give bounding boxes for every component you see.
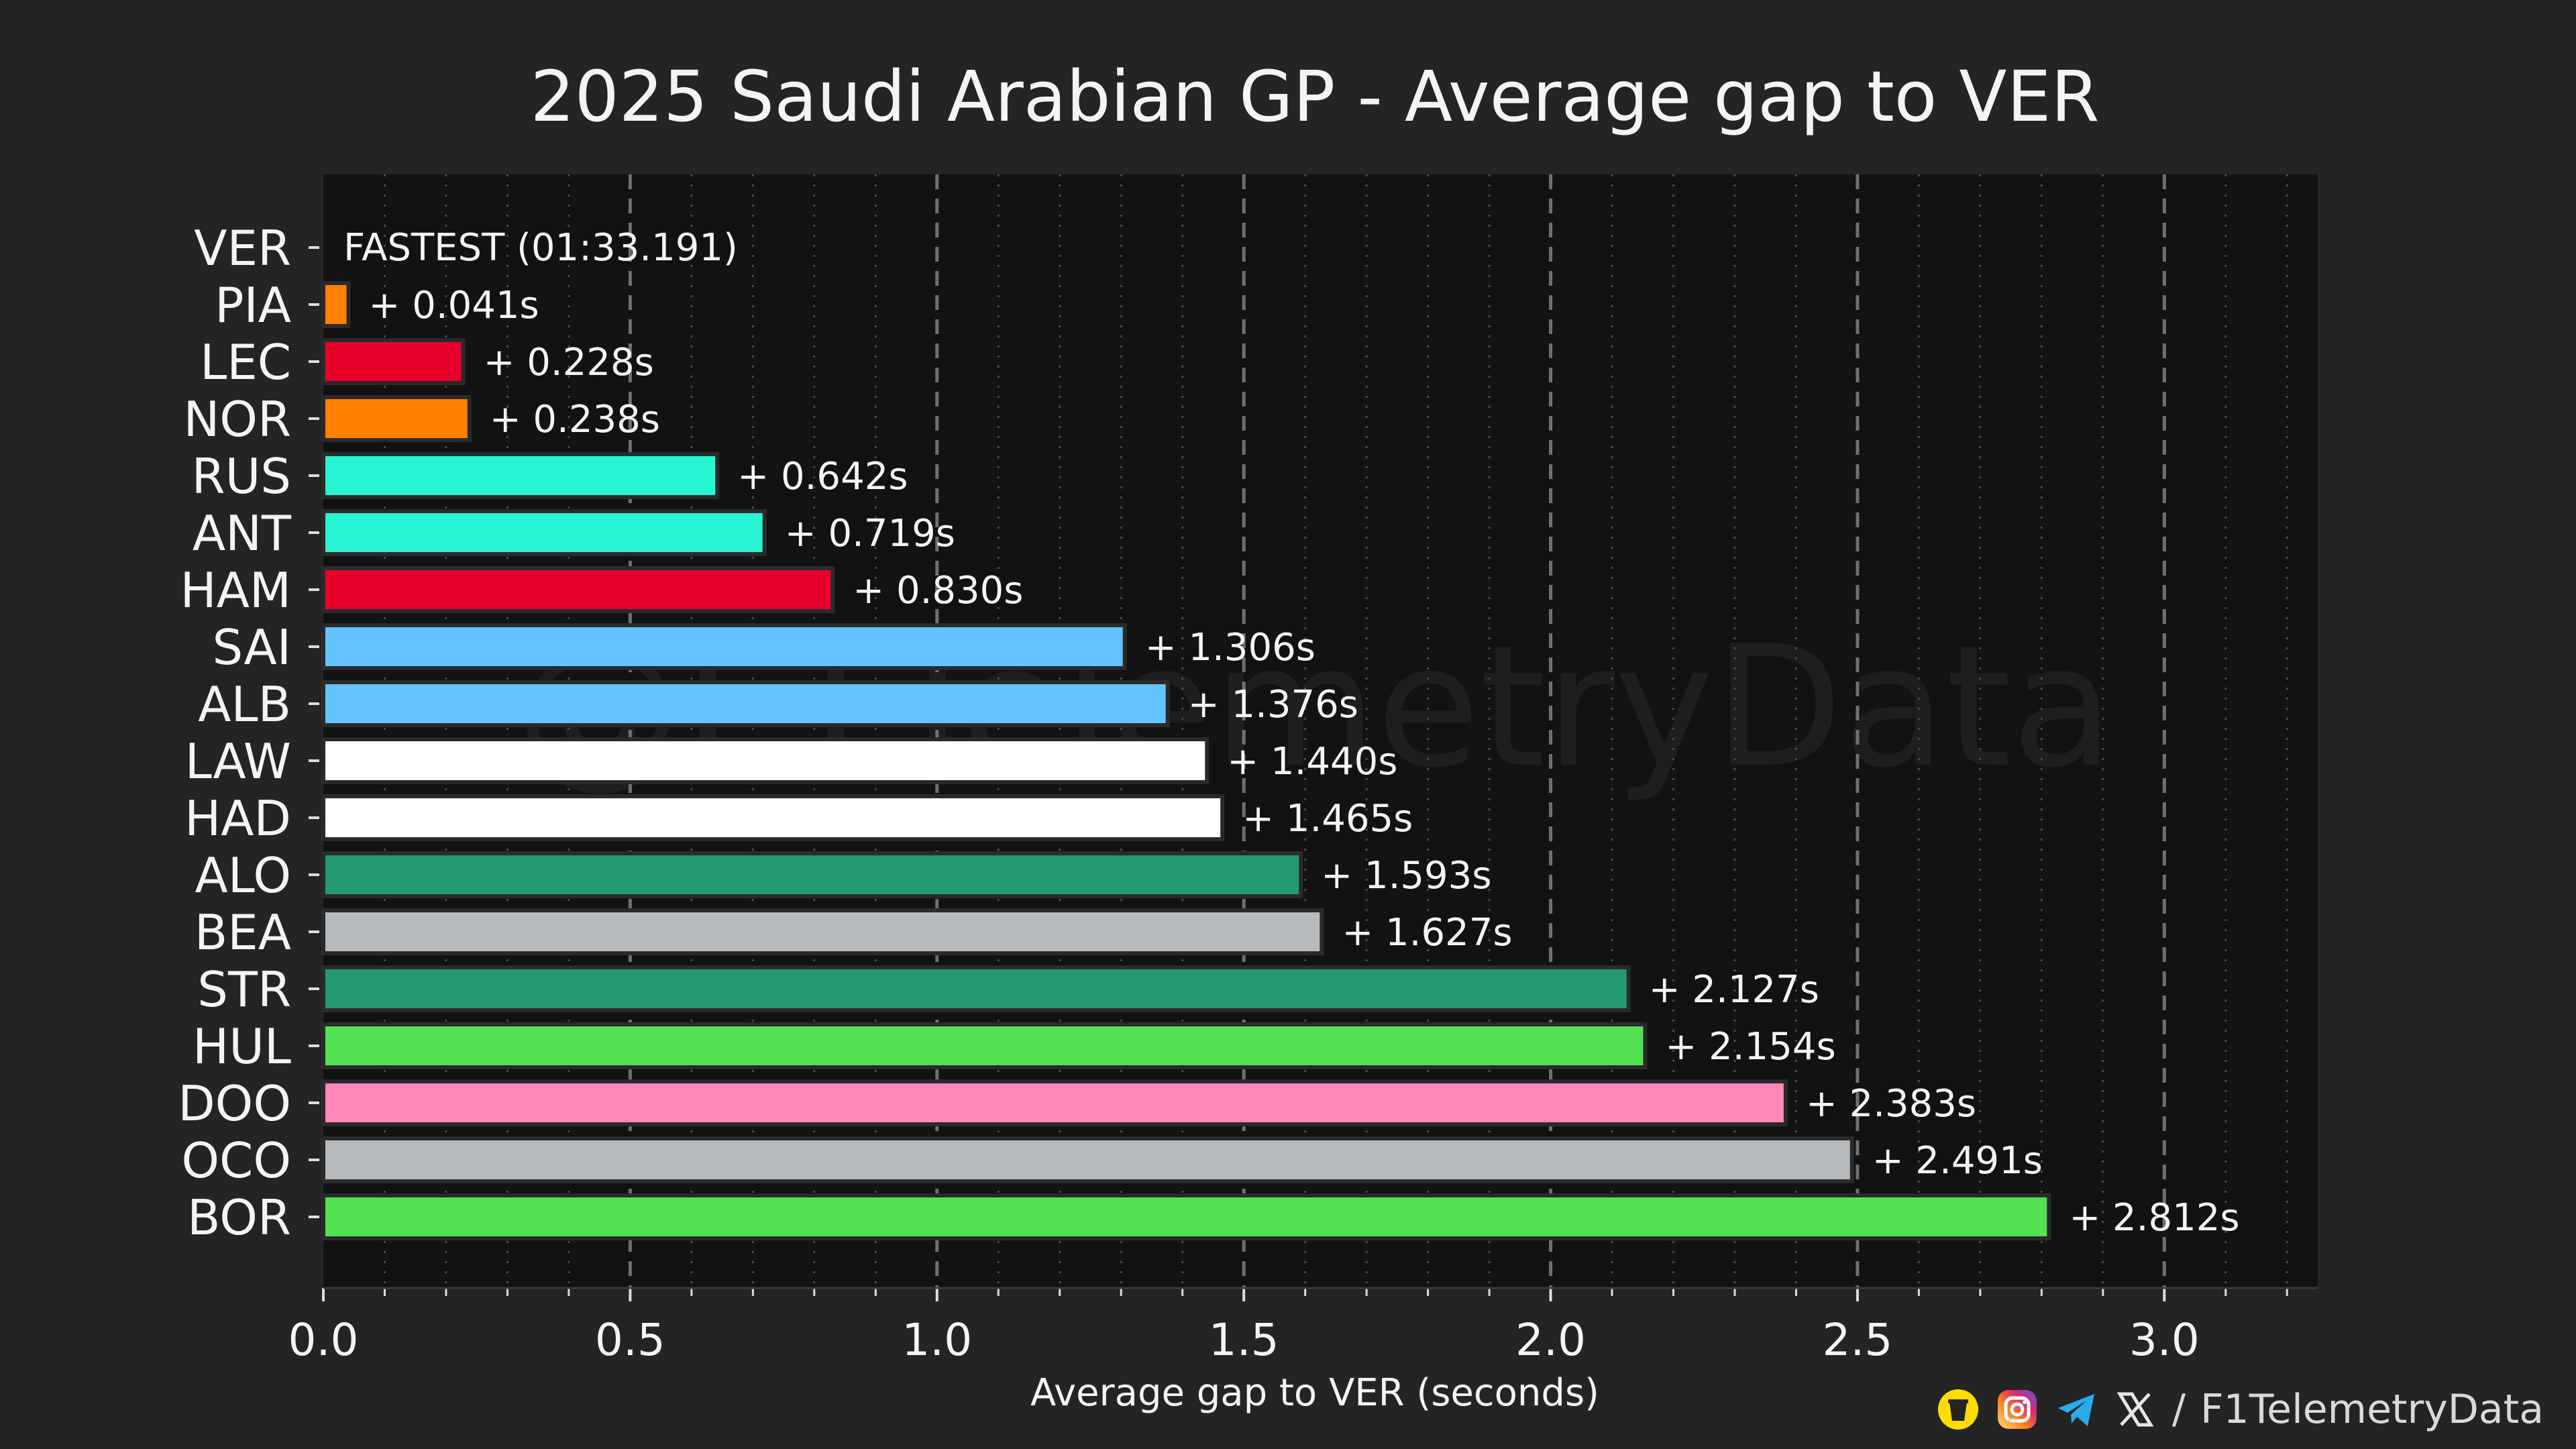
driver-label-str: STR	[197, 961, 291, 1018]
driver-label-ham: HAM	[180, 562, 291, 619]
footer-separator: /	[2171, 1386, 2186, 1433]
bar-had	[321, 794, 1225, 841]
value-label-bor: + 2.812s	[2069, 1196, 2239, 1240]
value-label-oco: + 2.491s	[1872, 1139, 2043, 1183]
x-axis-title: Average gap to VER (seconds)	[1030, 1371, 1599, 1415]
bar-law	[321, 737, 1210, 784]
driver-label-hul: HUL	[193, 1018, 291, 1075]
value-label-alb: + 1.376s	[1188, 683, 1358, 727]
value-label-ant: + 0.719s	[785, 512, 955, 555]
bar-str	[321, 965, 1631, 1012]
driver-label-lec: LEC	[200, 334, 291, 390]
axis-layer: 0.0 0.5 1.0 1.5 2.0 2.5 3.0	[288, 246, 2318, 1366]
telegram-icon[interactable]	[2054, 1387, 2098, 1432]
value-label-ham: + 0.830s	[853, 569, 1023, 612]
bar-alo	[321, 851, 1303, 898]
driver-label-rus: RUS	[192, 448, 291, 504]
bar-sai	[321, 623, 1127, 670]
bar-bor	[321, 1193, 2051, 1240]
driver-label-alo: ALO	[195, 847, 291, 904]
bar-ant	[321, 509, 767, 556]
value-label-lec: + 0.228s	[484, 341, 654, 384]
value-label-had: + 1.465s	[1242, 797, 1413, 841]
value-label-sai: + 1.306s	[1145, 626, 1316, 669]
driver-label-doo: DOO	[178, 1075, 291, 1132]
x-tick-label: 0.5	[595, 1314, 665, 1366]
driver-label-alb: ALB	[198, 676, 291, 733]
x-icon[interactable]	[2113, 1387, 2157, 1432]
value-label-hul: + 2.154s	[1665, 1025, 1835, 1069]
bar-rus	[321, 452, 720, 499]
x-tick-label: 1.5	[1209, 1314, 1279, 1366]
x-tick-label: 2.0	[1515, 1314, 1586, 1366]
x-tick-label: 3.0	[2129, 1314, 2200, 1366]
driver-label-ver: VER	[194, 220, 291, 276]
x-tick-label: 1.0	[902, 1314, 972, 1366]
value-label-law: + 1.440s	[1227, 740, 1397, 784]
bar-hul	[321, 1022, 1648, 1069]
bar-nor	[321, 395, 472, 442]
bars-layer	[321, 281, 2051, 1240]
buy-me-a-coffee-icon[interactable]	[1936, 1387, 1980, 1432]
value-label-bea: + 1.627s	[1342, 911, 1512, 955]
bar-bea	[321, 908, 1324, 955]
driver-label-sai: SAI	[212, 619, 291, 676]
x-tick-label: 2.5	[1822, 1314, 1892, 1366]
value-label-str: + 2.127s	[1649, 968, 1819, 1012]
bar-alb	[321, 680, 1170, 727]
driver-label-pia: PIA	[215, 277, 291, 333]
bar-oco	[321, 1136, 1854, 1183]
driver-label-oco: OCO	[181, 1132, 291, 1189]
driver-label-law: LAW	[185, 733, 291, 790]
driver-label-had: HAD	[184, 790, 291, 847]
value-label-alo: + 1.593s	[1321, 854, 1491, 898]
value-label-doo: + 2.383s	[1806, 1082, 1976, 1126]
driver-label-bea: BEA	[195, 904, 291, 961]
driver-label-ant: ANT	[193, 505, 292, 561]
value-label-rus: + 0.642s	[737, 455, 908, 498]
bar-lec	[321, 338, 466, 385]
footer: / F1TelemetryData	[1936, 1386, 2544, 1433]
x-tick-label: 0.0	[288, 1314, 359, 1366]
value-label-nor: + 0.238s	[490, 398, 660, 441]
chart-title: 2025 Saudi Arabian GP - Average gap to V…	[530, 56, 2099, 138]
bar-ham	[321, 566, 835, 613]
driver-label-bor: BOR	[187, 1189, 291, 1246]
value-label-pia: + 0.041s	[369, 284, 539, 327]
bar-doo	[321, 1079, 1788, 1126]
fastest-annotation: FASTEST (01:33.191)	[343, 226, 738, 270]
bar-pia	[321, 281, 351, 328]
instagram-icon[interactable]	[1995, 1387, 2039, 1432]
footer-handle[interactable]: F1TelemetryData	[2200, 1386, 2544, 1433]
driver-label-nor: NOR	[183, 391, 291, 447]
